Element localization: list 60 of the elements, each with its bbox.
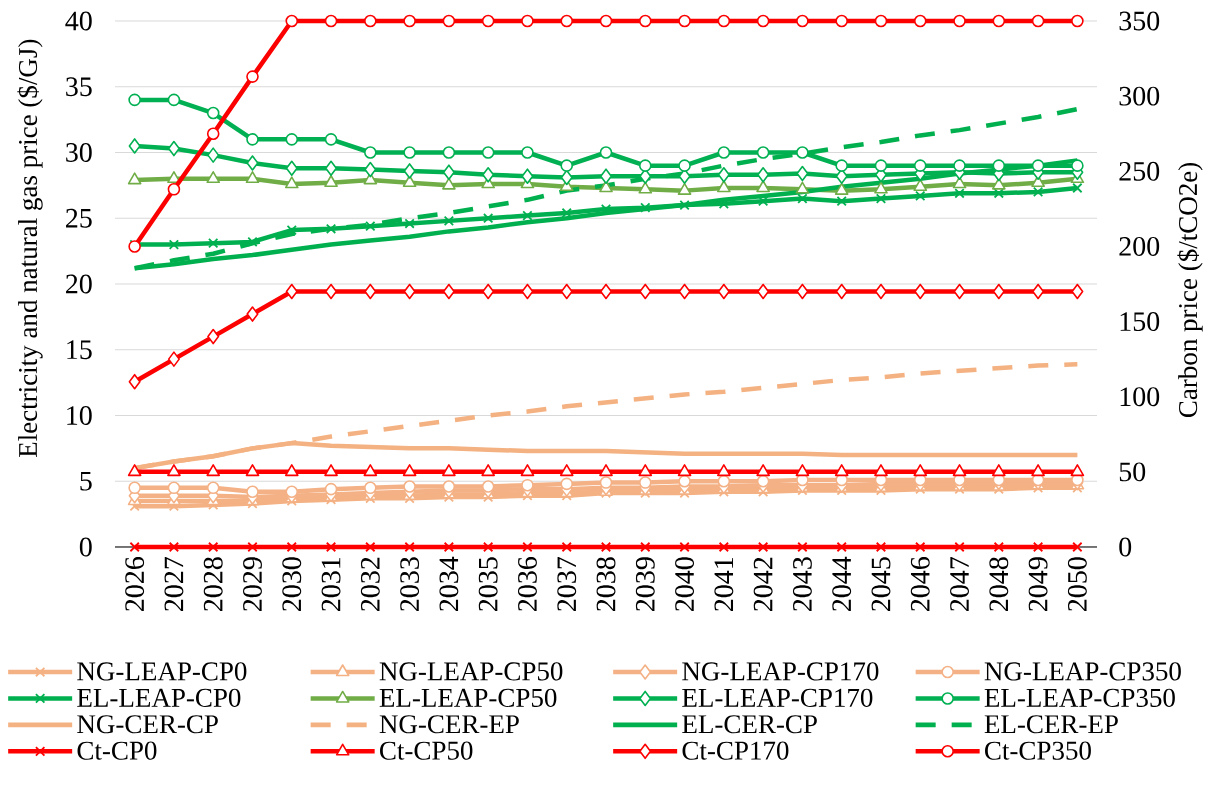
x-tick-label: 2026	[125, 557, 145, 611]
legend-label: EL-LEAP-CP350	[984, 688, 1175, 707]
legend-label: EL-CER-EP	[984, 715, 1118, 734]
x-tick-label: 2027	[164, 557, 184, 611]
y-tick-label: 5	[80, 471, 92, 491]
legend-label: EL-CER-CP	[682, 715, 817, 734]
y-tick-label: 20	[66, 274, 92, 294]
x-tick-label: 2045	[871, 557, 891, 611]
legend-label: EL-LEAP-CP170	[682, 688, 873, 707]
y2-tick-label: 100	[1120, 387, 1160, 407]
y2-tick-label: 250	[1119, 161, 1160, 181]
legend-label: EL-LEAP-CP0	[77, 688, 241, 707]
y-tick-label: 30	[66, 143, 92, 162]
x-tick-label: 2048	[989, 557, 1009, 611]
x-tick-label: 2047	[950, 557, 969, 611]
legend-label: NG-CER-EP	[379, 715, 519, 734]
y-tick-label: 15	[67, 340, 92, 360]
x-tick-label: 2038	[596, 557, 616, 611]
x-tick-label: 2037	[557, 557, 577, 611]
x-tick-label: 2033	[400, 557, 420, 611]
x-tick-label: 2044	[832, 556, 852, 611]
x-tick-label: 2043	[792, 557, 812, 611]
x-tick-label: 2046	[910, 557, 930, 611]
x-tick-label: 2039	[635, 557, 655, 611]
x-tick-label: 2034	[439, 556, 459, 611]
y-axis-title: Electricity and natural gas price ($/GJ)	[17, 39, 43, 457]
x-tick-label: 2035	[478, 557, 498, 611]
legend-label: NG-LEAP-CP0	[77, 662, 247, 681]
y2-tick-label: 200	[1119, 236, 1160, 256]
x-tick-label: 2040	[675, 557, 695, 611]
x-tick-label: 2049	[1028, 557, 1048, 611]
legend-label: Ct-CP350	[985, 741, 1091, 760]
y-tick-label: 25	[66, 208, 92, 228]
y-tick-label: 35	[66, 77, 92, 97]
y-tick-label: 10	[67, 406, 92, 425]
y-tick-label: 0	[79, 537, 92, 557]
x-tick-label: 2030	[282, 557, 302, 611]
x-tick-label: 2036	[517, 557, 537, 611]
x-tick-label: 2032	[360, 557, 380, 611]
y2-axis-title: Carbon price ($/tCO2e)	[1177, 162, 1203, 418]
y2-tick-label: 150	[1120, 312, 1160, 332]
x-tick-label: 2029	[243, 557, 262, 611]
legend-label: Ct-CP170	[682, 741, 789, 760]
y2-tick-label: 350	[1119, 11, 1160, 31]
legend-label: Ct-CP50	[380, 741, 473, 760]
x-tick-label: 2042	[753, 557, 773, 611]
legend-label: NG-CER-CP	[77, 715, 218, 734]
y2-tick-label: 0	[1119, 537, 1132, 557]
legend-label: NG-LEAP-CP350	[984, 662, 1181, 681]
x-tick-label: 2041	[714, 557, 734, 611]
y2-tick-label: 50	[1119, 462, 1146, 482]
x-tick-label: 2028	[203, 557, 223, 611]
x-tick-label: 2031	[321, 557, 341, 611]
legend-label: EL-LEAP-CP50	[379, 688, 557, 707]
legend-label: NG-LEAP-CP170	[682, 662, 879, 681]
x-tick-label: 2050	[1067, 557, 1087, 611]
y-tick-label: 40	[65, 11, 92, 31]
legend-label: Ct-CP0	[77, 741, 157, 760]
legend-label: NG-LEAP-CP50	[379, 662, 563, 681]
y2-tick-label: 300	[1119, 86, 1160, 106]
